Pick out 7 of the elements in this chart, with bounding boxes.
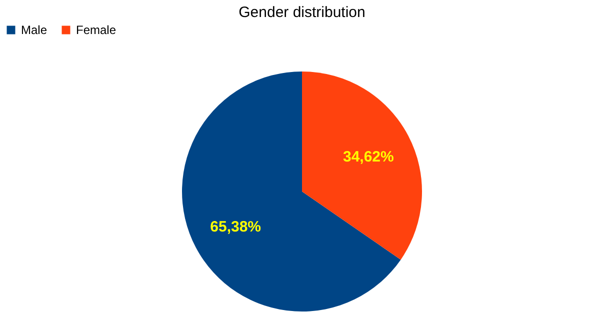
data-label: 65,38% [210, 218, 262, 236]
legend-label: Female [76, 23, 116, 37]
legend-label: Male [21, 23, 48, 37]
pie-slice [302, 72, 422, 260]
data-label: 34,62% [342, 148, 394, 166]
pie-slice [182, 72, 401, 312]
chart-title: Gender distribution [238, 4, 366, 21]
